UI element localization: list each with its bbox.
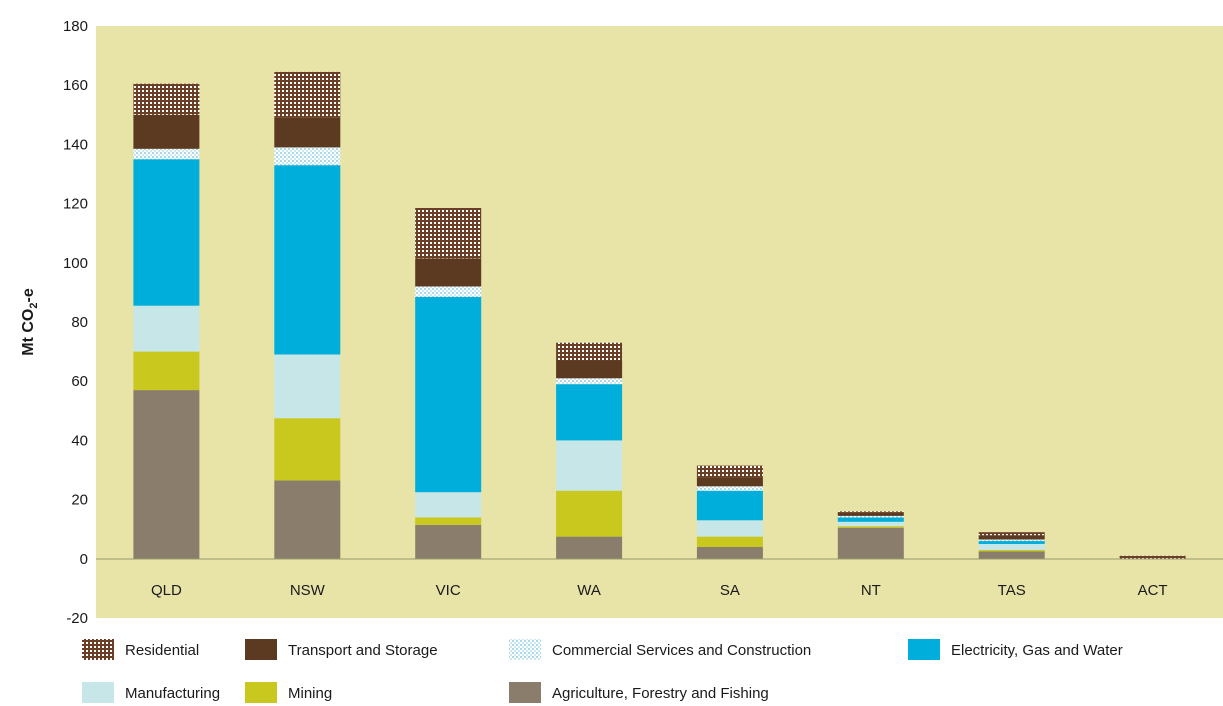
bar-nsw-electricity-gas-and-water (274, 165, 341, 355)
y-axis-ticks: -20 0 20 40 60 80 100 120 140 160 180 (63, 18, 88, 627)
bar-wa-manufacturing (556, 440, 623, 491)
y-axis-label-subscript: 2 (28, 303, 40, 309)
bar-nt-mining (837, 526, 904, 528)
legend-swatch-residential (82, 639, 114, 660)
bar-wa-residential (556, 342, 623, 361)
y-axis-label-suffix: -e (20, 288, 37, 302)
bar-nt-transport-and-storage (837, 512, 904, 516)
bar-tas-residential (978, 532, 1045, 536)
bar-wa-commercial-services-and-construction (556, 378, 623, 385)
x-tick-label-nsw: NSW (290, 582, 326, 599)
bar-vic-transport-and-storage (415, 258, 482, 287)
bar-nsw-mining (274, 418, 341, 481)
bar-wa-transport-and-storage (556, 360, 623, 379)
bar-tas-agriculture-forestry-and-fishing (978, 551, 1045, 559)
y-tick-label: 40 (71, 432, 88, 449)
y-axis-label: Mt CO2-e (20, 288, 40, 356)
bar-sa-residential (696, 465, 763, 478)
y-tick-label: 140 (63, 136, 88, 153)
y-tick-label: 60 (71, 373, 88, 390)
bar-vic-manufacturing (415, 492, 482, 518)
bar-wa-mining (556, 490, 623, 537)
bar-nsw-commercial-services-and-construction (274, 147, 341, 166)
y-tick-label: 160 (63, 77, 88, 94)
x-tick-label-tas: TAS (998, 582, 1026, 599)
bar-wa-electricity-gas-and-water (556, 384, 623, 441)
legend-label-electricity-gas-and-water: Electricity, Gas and Water (951, 642, 1123, 659)
legend-label-residential: Residential (125, 642, 199, 659)
y-tick-label: -20 (66, 610, 88, 627)
bar-qld-transport-and-storage (133, 114, 200, 149)
bar-qld-manufacturing (133, 305, 200, 352)
y-tick-label: 120 (63, 196, 88, 213)
x-tick-label-vic: VIC (436, 582, 461, 599)
legend-label-manufacturing: Manufacturing (125, 685, 220, 702)
y-tick-label: 100 (63, 255, 88, 272)
bar-vic-residential (415, 208, 482, 259)
bar-vic-mining (415, 517, 482, 525)
x-tick-label-sa: SA (720, 582, 740, 599)
bar-tas-electricity-gas-and-water (978, 541, 1045, 544)
bar-nt-commercial-services-and-construction (837, 515, 904, 518)
legend-swatch-mining (245, 682, 277, 703)
bar-nsw-agriculture-forestry-and-fishing (274, 480, 341, 559)
bar-nsw-transport-and-storage (274, 117, 341, 148)
bar-qld-mining (133, 351, 200, 391)
bar-qld-commercial-services-and-construction (133, 148, 200, 160)
legend-label-transport-and-storage: Transport and Storage (288, 642, 438, 659)
legend-swatch-transport-and-storage (245, 639, 277, 660)
bar-nt-manufacturing (837, 521, 904, 527)
bar-qld-agriculture-forestry-and-fishing (133, 390, 200, 559)
x-axis-ticks: QLD NSW VIC WA SA NT TAS ACT (151, 582, 1168, 599)
bar-nsw-manufacturing (274, 354, 341, 419)
bar-nt-residential (837, 511, 904, 513)
legend-swatch-electricity-gas-and-water (908, 639, 940, 660)
bar-sa-transport-and-storage (696, 477, 763, 487)
bar-sa-mining (696, 536, 763, 547)
legend-swatch-commercial-services-and-construction (509, 639, 541, 660)
y-tick-label: 180 (63, 18, 88, 35)
legend-label-mining: Mining (288, 685, 332, 702)
legend: Residential Transport and Storage Commerci… (82, 639, 1123, 703)
bar-tas-manufacturing (978, 544, 1045, 550)
y-tick-label: 80 (71, 314, 88, 331)
bar-act-residential (1119, 555, 1186, 559)
bar-vic-commercial-services-and-construction (415, 286, 482, 297)
x-tick-label-act: ACT (1138, 582, 1168, 599)
bar-wa-agriculture-forestry-and-fishing (556, 536, 623, 559)
y-tick-label: 20 (71, 492, 88, 509)
bar-nsw-residential (274, 71, 341, 118)
bar-qld-electricity-gas-and-water (133, 159, 200, 306)
legend-swatch-manufacturing (82, 682, 114, 703)
bar-tas-transport-and-storage (978, 535, 1045, 540)
x-tick-label-wa: WA (577, 582, 601, 599)
bar-sa-manufacturing (696, 520, 763, 537)
bar-tas-mining (978, 549, 1045, 552)
bar-qld-residential (133, 83, 200, 115)
bar-vic-agriculture-forestry-and-fishing (415, 524, 482, 559)
y-tick-label: 0 (80, 551, 88, 568)
bar-nt-agriculture-forestry-and-fishing (837, 527, 904, 559)
legend-swatch-agriculture-forestry-and-fishing (509, 682, 541, 703)
x-tick-label-qld: QLD (151, 582, 182, 599)
bar-sa-agriculture-forestry-and-fishing (696, 547, 763, 559)
bar-vic-electricity-gas-and-water (415, 296, 482, 493)
bars-group (133, 71, 1186, 559)
plot-background (96, 26, 1223, 618)
bar-nt-electricity-gas-and-water (837, 517, 904, 522)
legend-label-commercial-services-and-construction: Commercial Services and Construction (552, 642, 811, 659)
x-tick-label-nt: NT (861, 582, 881, 599)
bar-sa-electricity-gas-and-water (696, 490, 763, 521)
bar-sa-commercial-services-and-construction (696, 486, 763, 491)
legend-label-agriculture-forestry-and-fishing: Agriculture, Forestry and Fishing (552, 685, 769, 702)
bar-tas-commercial-services-and-construction (978, 539, 1045, 542)
y-axis-label-main: Mt CO (20, 309, 37, 356)
